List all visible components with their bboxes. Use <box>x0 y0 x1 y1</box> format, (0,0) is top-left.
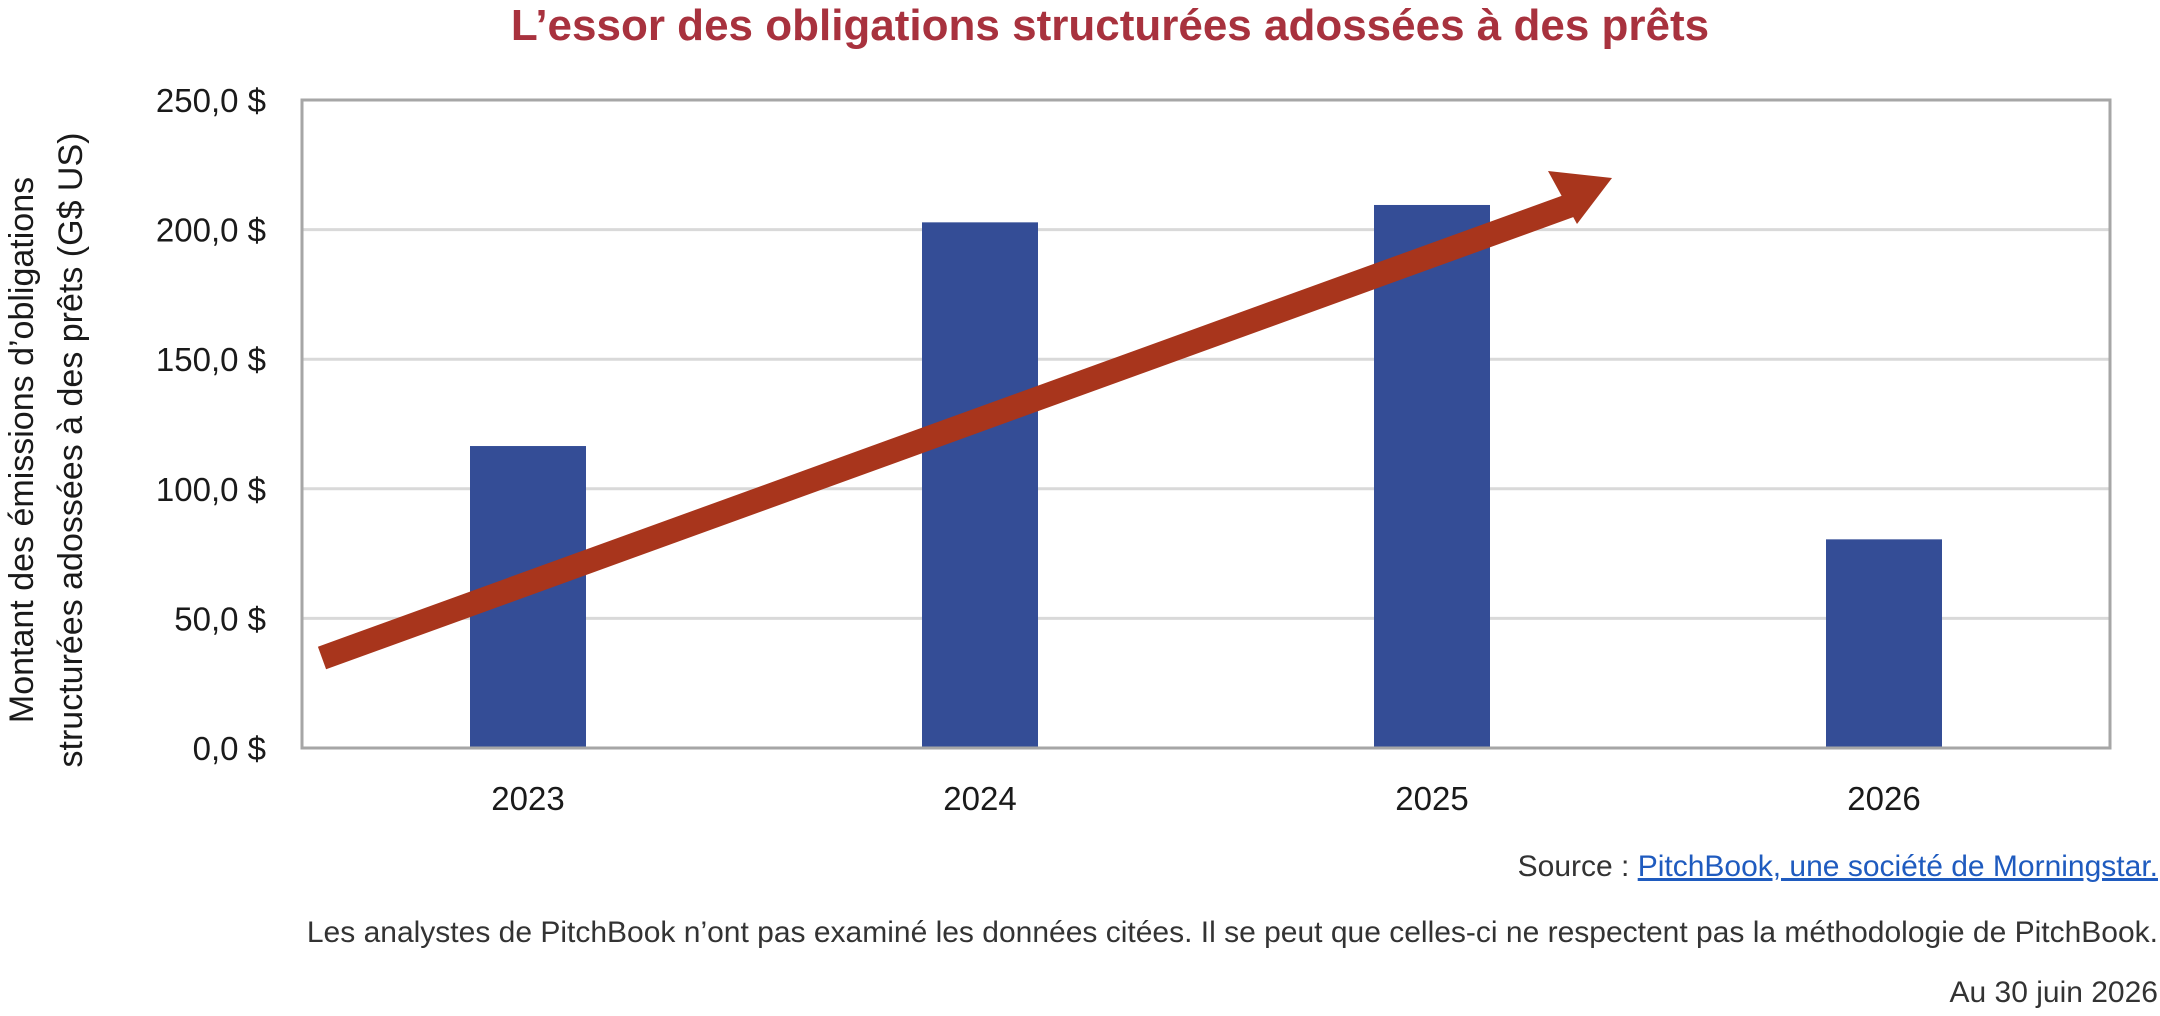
x-axis-ticks: 2023 2024 2025 2026 <box>491 780 1920 817</box>
y-axis-title-line-2: structurées adossées à des prêts (G$ US) <box>52 133 90 768</box>
trend-arrow-shaft <box>317 191 1582 670</box>
as-of-date: Au 30 juin 2026 <box>1949 976 2158 1009</box>
chart-title: L’essor des obligations structurées ados… <box>511 1 1709 50</box>
trend-arrow-head <box>1548 171 1612 224</box>
y-tick-label: 0,0 $ <box>193 730 266 767</box>
x-tick-label: 2023 <box>491 780 564 817</box>
chart: L’essor des obligations structurées ados… <box>3 1 2112 817</box>
y-axis-ticks: 0,0 $ 50,0 $ 100,0 $ 150,0 $ 200,0 $ 250,0 $ <box>156 82 266 767</box>
plot-frame <box>300 98 2112 750</box>
y-tick-label: 200,0 $ <box>156 212 266 249</box>
gridlines <box>302 228 2110 620</box>
bars <box>470 204 1942 748</box>
y-axis-title-line-1: Montant des émissions d’obligations <box>3 177 41 723</box>
y-axis-title: Montant des émissions d’obligations stru… <box>3 133 90 768</box>
x-tick-label: 2025 <box>1395 780 1468 817</box>
y-tick-label: 100,0 $ <box>156 471 266 508</box>
bar-2024 <box>922 222 1038 748</box>
source-link[interactable]: PitchBook, une société de Morningstar. <box>1637 850 2158 883</box>
x-tick-label: 2024 <box>943 780 1016 817</box>
x-tick-label: 2026 <box>1847 780 1920 817</box>
trend-arrow <box>317 171 1612 670</box>
y-tick-label: 150,0 $ <box>156 341 266 378</box>
bar-2026 <box>1826 539 1942 748</box>
source-label: Source : <box>1517 850 1638 883</box>
y-tick-label: 250,0 $ <box>156 82 266 119</box>
source-line: Source : PitchBook, une société de Morni… <box>0 850 2160 884</box>
y-tick-label: 50,0 $ <box>174 600 266 637</box>
disclaimer: Les analystes de PitchBook n’ont pas exa… <box>306 916 2158 949</box>
bar-2025 <box>1374 204 1490 748</box>
